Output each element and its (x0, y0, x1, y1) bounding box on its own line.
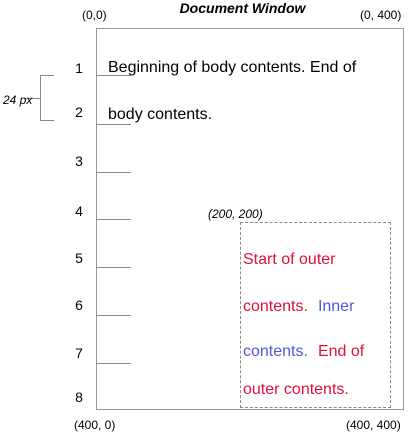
outer-contents-segment: contents. (243, 298, 308, 315)
corner-label-bottom-right: (400, 400) (346, 418, 401, 432)
line-number-8: 8 (75, 389, 83, 405)
outer-contents-segment: Start of outer (243, 251, 336, 268)
line-number-2: 2 (75, 104, 83, 120)
outer-text-line-1: Start of outer (243, 250, 336, 270)
body-text-line-2: body contents. (108, 106, 213, 123)
line-number-4: 4 (75, 203, 83, 219)
outer-contents-segment: outer contents. (243, 381, 349, 398)
body-text-line-1: Beginning of body contents. End of (108, 59, 357, 76)
diagram-title: Document Window (179, 0, 306, 16)
line-number-1: 1 (75, 60, 83, 76)
line-tick-1 (96, 75, 131, 76)
line-tick-3 (96, 172, 131, 173)
line-number-3: 3 (75, 153, 83, 169)
inner-contents-text: contents. (243, 343, 308, 360)
line-tick-6 (96, 315, 131, 316)
line-number-6: 6 (75, 297, 83, 313)
line-height-label: 24 px (3, 93, 33, 107)
line-tick-2 (96, 124, 131, 125)
line-height-bracket-stub (24, 98, 40, 99)
corner-label-top-right: (0, 400) (360, 8, 402, 22)
line-tick-5 (96, 267, 131, 268)
outer-contents-box (240, 222, 391, 408)
line-height-bracket (40, 75, 54, 121)
inner-contents-text: Inner (317, 298, 355, 315)
corner-label-bottom-left: (400, 0) (74, 418, 116, 432)
outer-contents-segment: End of (317, 343, 365, 360)
outer-text-line-3: contents. End of (243, 342, 364, 362)
outer-origin-label: (200, 200) (208, 207, 263, 221)
line-number-7: 7 (75, 345, 83, 361)
corner-label-top-left: (0,0) (82, 8, 107, 22)
outer-text-line-4: outer contents. (243, 380, 349, 400)
line-number-5: 5 (75, 250, 83, 266)
line-tick-7 (96, 363, 131, 364)
outer-text-line-2: contents. Inner (243, 297, 354, 317)
line-tick-4 (96, 219, 131, 220)
